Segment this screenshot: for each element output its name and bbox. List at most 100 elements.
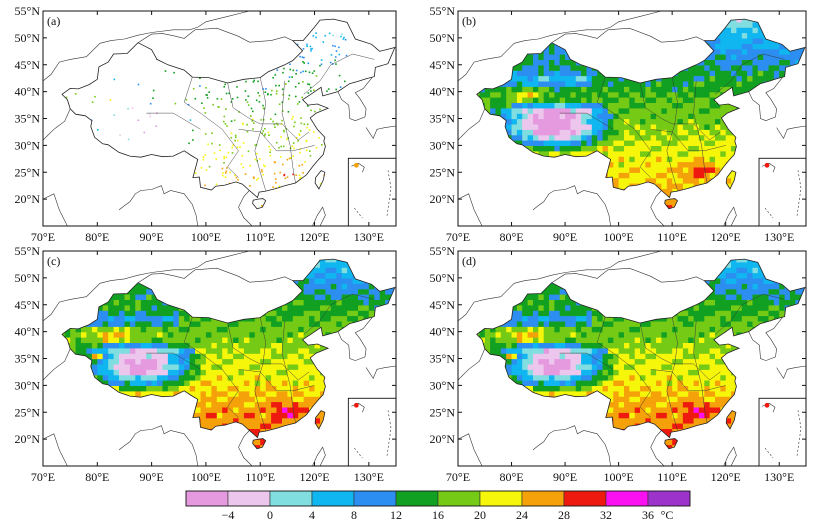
province-boundary xyxy=(693,80,708,184)
lat-tick-label: 20°N xyxy=(15,432,41,446)
lat-tick-label: 25°N xyxy=(15,165,41,179)
lat-tick-label: 55°N xyxy=(15,244,41,258)
taiwan-outline xyxy=(725,170,737,190)
map-panel-d: 55°N 50°N 45°N 40°N 35°N 30°N 25°N 20°N 70°E 80°E… xyxy=(430,244,807,484)
province-boundary xyxy=(281,80,296,184)
lat-tick-label: 40°N xyxy=(430,325,456,339)
lat-tick-label: 35°N xyxy=(15,352,41,366)
lon-tick-label: 90°E xyxy=(140,230,164,244)
colorbar-tick-label: 8 xyxy=(351,508,357,522)
lon-tick-label: 90°E xyxy=(553,230,577,244)
province-boundary xyxy=(666,77,678,191)
lat-tick-label: 45°N xyxy=(15,58,41,72)
province-boundary xyxy=(596,77,651,178)
lon-tick-label: 100°E xyxy=(191,230,221,244)
panel-label: (d) xyxy=(462,254,476,268)
china-outline xyxy=(61,258,396,439)
map-panel-c: 55°N 50°N 45°N 40°N 35°N 30°N 25°N 20°N 70°E 80°E… xyxy=(15,244,397,484)
province-boundary xyxy=(693,320,708,424)
map-panel-b: 55°N 50°N 45°N 40°N 35°N 30°N 25°N 20°N 70°E 80°E… xyxy=(430,4,807,244)
lat-tick-label: 35°N xyxy=(430,352,456,366)
neighbor-boundary xyxy=(42,348,71,381)
lat-tick-label: 30°N xyxy=(430,378,456,392)
colorbar-swatch xyxy=(311,490,355,507)
neighbor-boundary xyxy=(748,77,783,122)
neighbor-boundary xyxy=(337,317,373,361)
lat-tick-label: 45°N xyxy=(15,298,41,312)
lat-tick-label: 50°N xyxy=(430,31,456,45)
panel-label: (c) xyxy=(47,254,60,268)
hainan-outline xyxy=(252,438,267,450)
colorbar-tick-label: 12 xyxy=(390,508,402,522)
province-boundary xyxy=(238,369,315,392)
neighbor-boundary xyxy=(42,108,71,141)
lon-tick-label: 90°E xyxy=(140,470,164,484)
province-boundary xyxy=(639,322,721,381)
lat-tick-label: 55°N xyxy=(430,4,456,18)
lon-tick-label: 120°E xyxy=(711,470,741,484)
province-boundary xyxy=(666,317,678,431)
province-boundary xyxy=(227,82,310,141)
neighbor-boundary xyxy=(457,348,486,381)
lon-tick-label: 110°E xyxy=(245,230,275,244)
neighbor-boundary xyxy=(238,190,253,227)
province-boundary xyxy=(254,317,266,431)
neighbor-boundary xyxy=(312,446,326,467)
neighbor-boundary xyxy=(137,267,293,283)
province-boundary xyxy=(650,369,726,392)
neighbor-boundary xyxy=(650,430,665,467)
lat-tick-label: 20°N xyxy=(430,192,456,206)
lat-tick-label: 35°N xyxy=(15,112,41,126)
province-boundary xyxy=(714,53,785,95)
hainan-outline xyxy=(664,438,679,450)
province-boundary xyxy=(146,112,201,130)
china-outline xyxy=(61,18,396,199)
colorbar-tick-label: 20 xyxy=(474,508,486,522)
neighbor-boundary xyxy=(457,108,486,141)
map-panel-a: 55°N 50°N 45°N 40°N 35°N 30°N 25°N 20°N 70°E 80°E… xyxy=(15,4,397,244)
lon-tick-label: 70°E xyxy=(446,230,470,244)
neighbor-boundary xyxy=(42,193,68,227)
colorbar-swatch xyxy=(605,490,649,507)
colorbar-swatch xyxy=(437,490,481,507)
lat-tick-label: 25°N xyxy=(430,165,456,179)
lat-tick-label: 40°N xyxy=(15,325,41,339)
province-boundary xyxy=(303,293,375,335)
province-boundary xyxy=(559,112,614,130)
lat-tick-label: 45°N xyxy=(430,298,456,312)
province-boundary xyxy=(650,129,726,152)
colorbar-tick-label: 28 xyxy=(558,508,570,522)
colorbar-swatch xyxy=(647,490,691,507)
hainan-outline xyxy=(252,198,267,210)
lat-tick-label: 20°N xyxy=(430,432,456,446)
neighbor-boundary xyxy=(532,425,611,467)
neighbor-boundary xyxy=(723,206,737,227)
lon-tick-label: 130°E xyxy=(354,470,384,484)
colorbar-swatch xyxy=(521,490,565,507)
province-boundary xyxy=(254,77,266,191)
colorbar: −4 0 4 8 12 16 20 24 28 32 36 °C xyxy=(185,490,691,522)
neighbor-boundary xyxy=(650,190,665,227)
colorbar-swatch xyxy=(185,490,229,507)
colorbar-tick-label: 0 xyxy=(267,508,273,522)
lon-tick-label: 120°E xyxy=(711,230,741,244)
taiwan-outline xyxy=(725,410,737,430)
province-boundary xyxy=(146,352,201,370)
colorbar-tick-label: 36 xyxy=(642,508,654,522)
province-boundary xyxy=(183,317,239,418)
colorbar-swatch xyxy=(563,490,607,507)
province-boundary xyxy=(714,293,785,335)
colorbar-swatch xyxy=(479,490,523,507)
taiwan-outline xyxy=(314,170,326,190)
colorbar-tick-label: 16 xyxy=(432,508,444,522)
south-china-sea-inset xyxy=(758,157,807,227)
lon-tick-label: 80°E xyxy=(85,230,109,244)
lon-tick-label: 130°E xyxy=(764,230,794,244)
colorbar-tick-label: 32 xyxy=(600,508,612,522)
lat-tick-label: 40°N xyxy=(15,85,41,99)
colorbar-swatch xyxy=(269,490,313,507)
lat-tick-label: 20°N xyxy=(15,192,41,206)
province-boundary xyxy=(281,320,296,424)
province-boundary xyxy=(227,322,310,381)
